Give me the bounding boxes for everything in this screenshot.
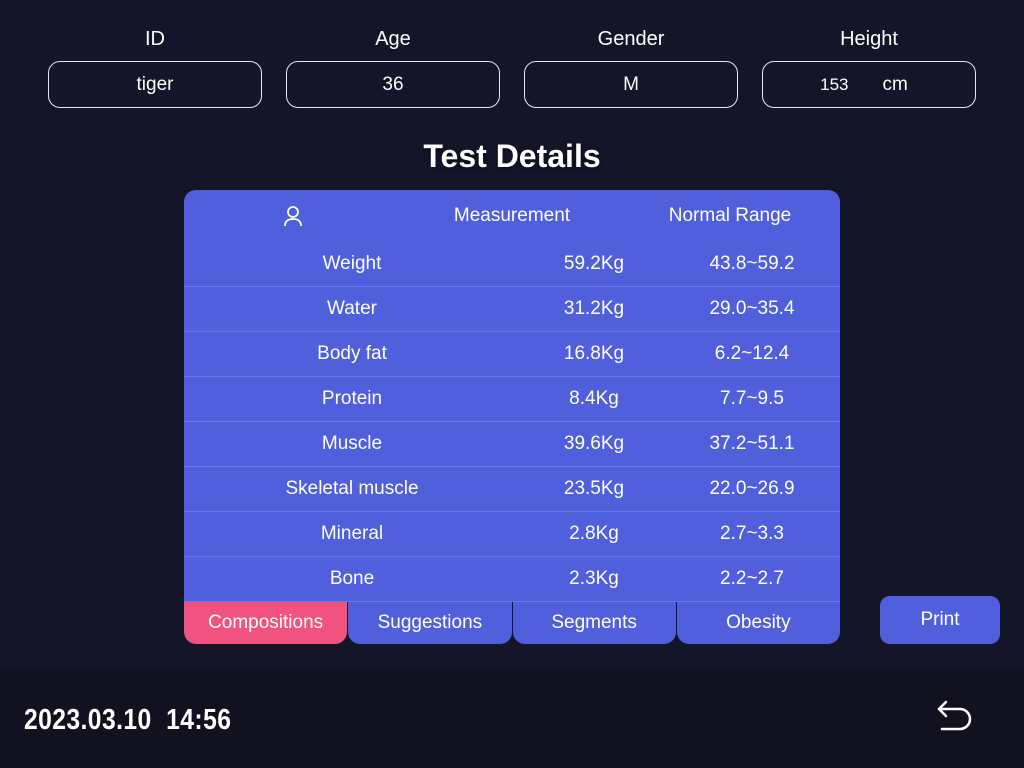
results-table: Measurement Normal Range Weight 59.2Kg 43.… <box>184 190 840 644</box>
row-measurement: 31.2Kg <box>563 298 625 319</box>
row-name: Water <box>327 298 377 319</box>
row-normal-range: 22.0~26.9 <box>709 478 795 499</box>
back-icon[interactable] <box>934 698 978 738</box>
field-label-age: Age <box>375 28 411 50</box>
row-normal-range: 6.2~12.4 <box>714 343 790 364</box>
header-measurement: Measurement <box>453 205 571 226</box>
tab-compositions[interactable]: Compositions <box>184 602 348 644</box>
row-name: Skeletal muscle <box>285 478 419 499</box>
page-title: Test Details <box>423 138 601 174</box>
age-field[interactable]: 36 <box>286 61 500 108</box>
print-button[interactable]: Print <box>880 596 1000 644</box>
table-row: Protein 8.4Kg 7.7~9.5 <box>184 377 840 422</box>
row-name: Protein <box>321 388 383 409</box>
header-normal-range: Normal Range <box>668 205 792 226</box>
row-measurement: 2.3Kg <box>569 568 619 589</box>
gender-field[interactable]: M <box>524 61 738 108</box>
row-name: Mineral <box>320 523 384 544</box>
row-normal-range: 43.8~59.2 <box>709 253 795 274</box>
row-normal-range: 29.0~35.4 <box>709 298 795 319</box>
row-name: Weight <box>322 253 382 274</box>
tab-obesity[interactable]: Obesity <box>676 602 840 644</box>
datetime: 2023.03.10 14:56 <box>24 704 232 736</box>
tab-segments[interactable]: Segments <box>512 602 676 644</box>
row-measurement: 39.6Kg <box>563 433 625 454</box>
row-normal-range: 2.7~3.3 <box>720 523 784 544</box>
row-normal-range: 7.7~9.5 <box>720 388 784 409</box>
height-unit: cm <box>882 73 908 95</box>
row-measurement: 16.8Kg <box>563 343 625 364</box>
row-normal-range: 37.2~51.1 <box>709 433 795 454</box>
row-measurement: 8.4Kg <box>569 388 619 409</box>
row-name: Muscle <box>321 433 383 454</box>
person-icon <box>184 190 402 242</box>
table-row: Muscle 39.6Kg 37.2~51.1 <box>184 422 840 467</box>
footer-bar: 2023.03.10 14:56 <box>0 668 1024 768</box>
tab-bar: Compositions Suggestions Segments Obesit… <box>184 602 840 644</box>
row-name: Bone <box>329 568 375 589</box>
row-name: Body fat <box>317 343 387 364</box>
row-normal-range: 2.2~2.7 <box>720 568 784 589</box>
field-label-id: ID <box>145 28 165 50</box>
table-row: Body fat 16.8Kg 6.2~12.4 <box>184 332 840 377</box>
row-measurement: 23.5Kg <box>563 478 625 499</box>
field-label-gender: Gender <box>597 28 665 50</box>
table-row: Weight 59.2Kg 43.8~59.2 <box>184 242 840 287</box>
height-field[interactable]: 153 cm <box>762 61 976 108</box>
tab-suggestions[interactable]: Suggestions <box>348 602 512 644</box>
id-field[interactable]: tiger <box>48 61 262 108</box>
table-row: Bone 2.3Kg 2.2~2.7 <box>184 557 840 602</box>
table-header: Measurement Normal Range <box>184 190 840 242</box>
table-row: Mineral 2.8Kg 2.7~3.3 <box>184 512 840 557</box>
table-row: Skeletal muscle 23.5Kg 22.0~26.9 <box>184 467 840 512</box>
height-value: 153 <box>820 74 849 94</box>
row-measurement: 2.8Kg <box>569 523 619 544</box>
table-row: Water 31.2Kg 29.0~35.4 <box>184 287 840 332</box>
row-measurement: 59.2Kg <box>563 253 625 274</box>
field-label-height: Height <box>840 28 898 50</box>
